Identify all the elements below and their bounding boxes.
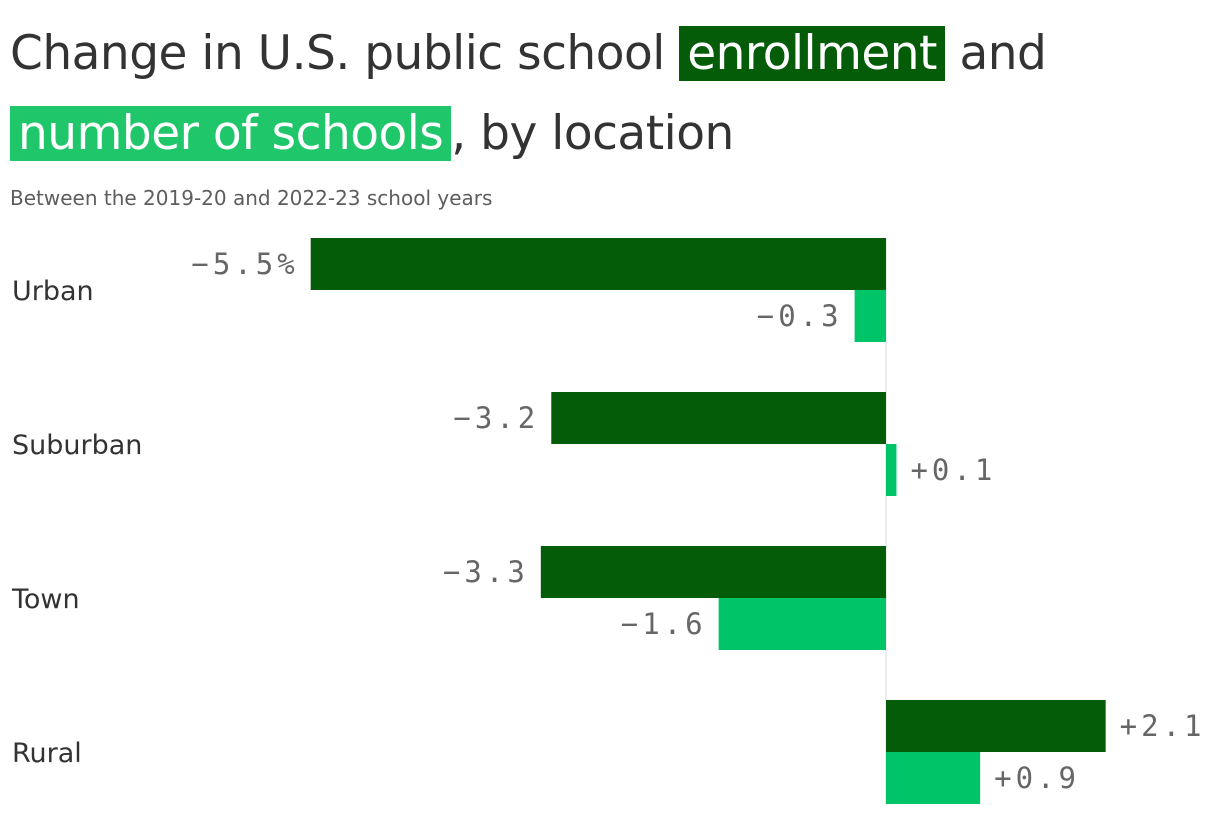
bar-schools xyxy=(886,444,897,496)
data-label: −0.3 xyxy=(757,299,843,333)
title-text-middle: and xyxy=(945,26,1047,81)
data-label: −1.6 xyxy=(621,607,707,641)
chart-subtitle: Between the 2019-20 and 2022-23 school y… xyxy=(10,186,493,210)
bar-schools xyxy=(886,752,981,804)
bar-enrollment xyxy=(886,700,1106,752)
data-label: −3.3 xyxy=(443,555,529,589)
legend-enrollment: enrollment xyxy=(679,26,945,81)
legend-number-of-schools: number of schools xyxy=(10,106,452,161)
category-label: Rural xyxy=(12,738,82,769)
category-label: Urban xyxy=(12,276,94,307)
chart-title: Change in U.S. public school enrollment … xyxy=(10,14,1200,174)
title-text-end: , by location xyxy=(451,106,734,161)
data-label: +2.1 xyxy=(1120,709,1206,743)
data-label: −3.2 xyxy=(453,401,539,435)
bar-enrollment xyxy=(540,546,886,598)
category-label: Suburban xyxy=(12,430,142,461)
bar-enrollment xyxy=(310,238,886,290)
data-label: +0.1 xyxy=(910,453,996,487)
title-text-start: Change in U.S. public school xyxy=(10,26,680,81)
data-label: −5.5% xyxy=(191,247,298,281)
bar-schools xyxy=(718,598,886,650)
bar-enrollment xyxy=(551,392,886,444)
data-label: +0.9 xyxy=(994,761,1080,795)
category-label: Town xyxy=(11,584,80,615)
bar-schools xyxy=(854,290,886,342)
